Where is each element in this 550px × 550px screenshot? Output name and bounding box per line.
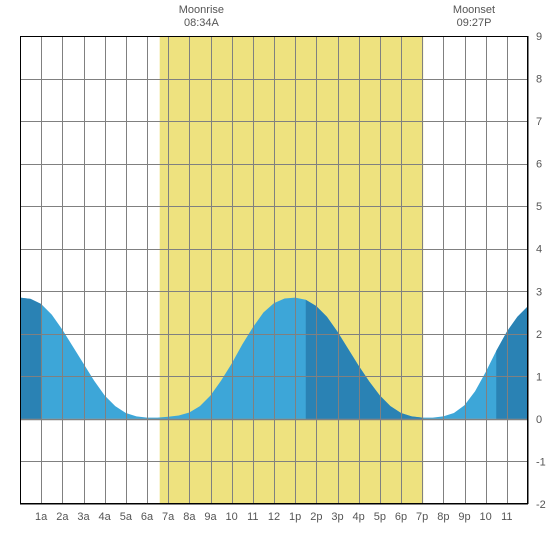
svg-text:6: 6 <box>536 159 542 171</box>
svg-text:9a: 9a <box>204 511 217 523</box>
svg-text:3: 3 <box>536 286 542 298</box>
svg-text:12: 12 <box>268 511 280 523</box>
svg-text:4a: 4a <box>99 511 112 523</box>
svg-text:5a: 5a <box>120 511 133 523</box>
svg-text:5p: 5p <box>374 511 386 523</box>
svg-text:6p: 6p <box>395 511 407 523</box>
moonset-time: 09:27P <box>444 17 504 30</box>
moonset-title: Moonset <box>444 4 504 17</box>
moonrise-time: 08:34A <box>171 17 231 30</box>
svg-text:8a: 8a <box>183 511 196 523</box>
svg-text:11: 11 <box>247 511 258 523</box>
svg-text:9p: 9p <box>458 511 470 523</box>
svg-text:4: 4 <box>536 244 542 256</box>
svg-text:7a: 7a <box>162 511 175 523</box>
svg-text:-1: -1 <box>536 456 546 468</box>
svg-text:6a: 6a <box>141 511 154 523</box>
svg-text:10: 10 <box>480 511 492 523</box>
svg-text:5: 5 <box>536 201 542 213</box>
svg-text:8: 8 <box>536 74 542 86</box>
moonset-label: Moonset 09:27P <box>444 4 504 30</box>
svg-text:1: 1 <box>536 371 542 383</box>
svg-text:2a: 2a <box>56 511 69 523</box>
svg-text:3p: 3p <box>331 511 343 523</box>
svg-text:7p: 7p <box>416 511 428 523</box>
tide-chart: Moonrise 08:34A Moonset 09:27P -2-101234… <box>0 0 550 550</box>
svg-text:3a: 3a <box>77 511 90 523</box>
svg-text:7: 7 <box>536 116 542 128</box>
moonrise-title: Moonrise <box>171 4 231 17</box>
moonrise-label: Moonrise 08:34A <box>171 4 231 30</box>
svg-text:11: 11 <box>501 511 512 523</box>
svg-text:1a: 1a <box>35 511 48 523</box>
chart-svg: -2-101234567891a2a3a4a5a6a7a8a9a1011121p… <box>0 0 550 550</box>
svg-text:10: 10 <box>226 511 238 523</box>
svg-text:0: 0 <box>536 414 542 426</box>
svg-text:-2: -2 <box>536 499 546 511</box>
svg-text:1p: 1p <box>289 511 301 523</box>
svg-text:2p: 2p <box>310 511 322 523</box>
svg-text:4p: 4p <box>353 511 365 523</box>
svg-text:9: 9 <box>536 31 542 43</box>
svg-text:2: 2 <box>536 329 542 341</box>
svg-text:8p: 8p <box>437 511 449 523</box>
